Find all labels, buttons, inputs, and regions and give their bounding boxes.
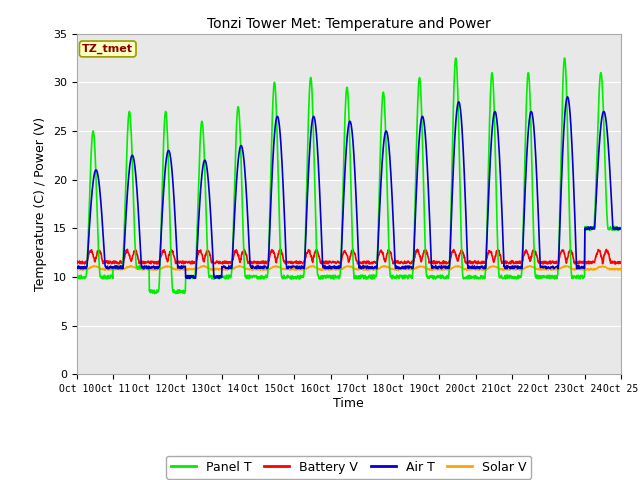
Title: Tonzi Tower Met: Temperature and Power: Tonzi Tower Met: Temperature and Power bbox=[207, 17, 491, 31]
Legend: Panel T, Battery V, Air T, Solar V: Panel T, Battery V, Air T, Solar V bbox=[166, 456, 531, 479]
Text: TZ_tmet: TZ_tmet bbox=[82, 44, 133, 54]
X-axis label: Time: Time bbox=[333, 397, 364, 410]
Y-axis label: Temperature (C) / Power (V): Temperature (C) / Power (V) bbox=[35, 117, 47, 291]
